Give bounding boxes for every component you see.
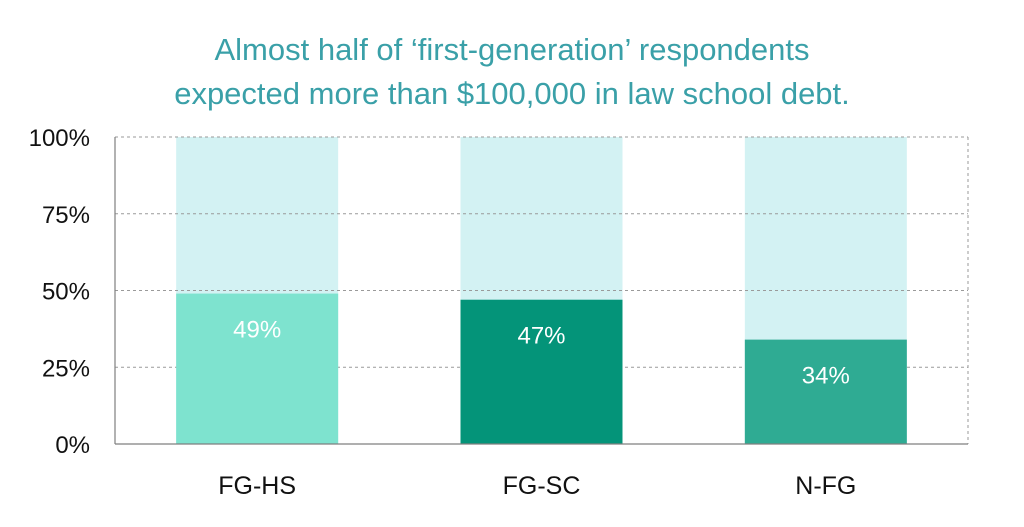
data-label-n-fg: 34% xyxy=(802,363,850,390)
x-tick-label-fg-sc: FG-SC xyxy=(503,472,581,500)
y-tick-label-0: 0% xyxy=(55,432,90,459)
x-tick-label-n-fg: N-FG xyxy=(795,472,856,500)
y-tick-label-25: 25% xyxy=(42,355,90,382)
y-tick-label-100: 100% xyxy=(29,125,90,152)
chart-title-line-2: expected more than $100,000 in law schoo… xyxy=(174,76,850,111)
bar-fg-hs xyxy=(176,293,339,444)
data-label-fg-hs: 49% xyxy=(233,317,281,344)
y-tick-label-50: 50% xyxy=(42,279,90,306)
bar-n-fg xyxy=(744,339,907,444)
y-tick-label-75: 75% xyxy=(42,202,90,229)
chart-title: Almost half of ‘first-generation’ respon… xyxy=(0,28,1024,116)
chart-title-line-1: Almost half of ‘first-generation’ respon… xyxy=(214,32,810,67)
bar-fg-sc xyxy=(460,299,623,444)
data-label-fg-sc: 47% xyxy=(517,323,565,350)
x-tick-label-fg-hs: FG-HS xyxy=(218,472,296,500)
